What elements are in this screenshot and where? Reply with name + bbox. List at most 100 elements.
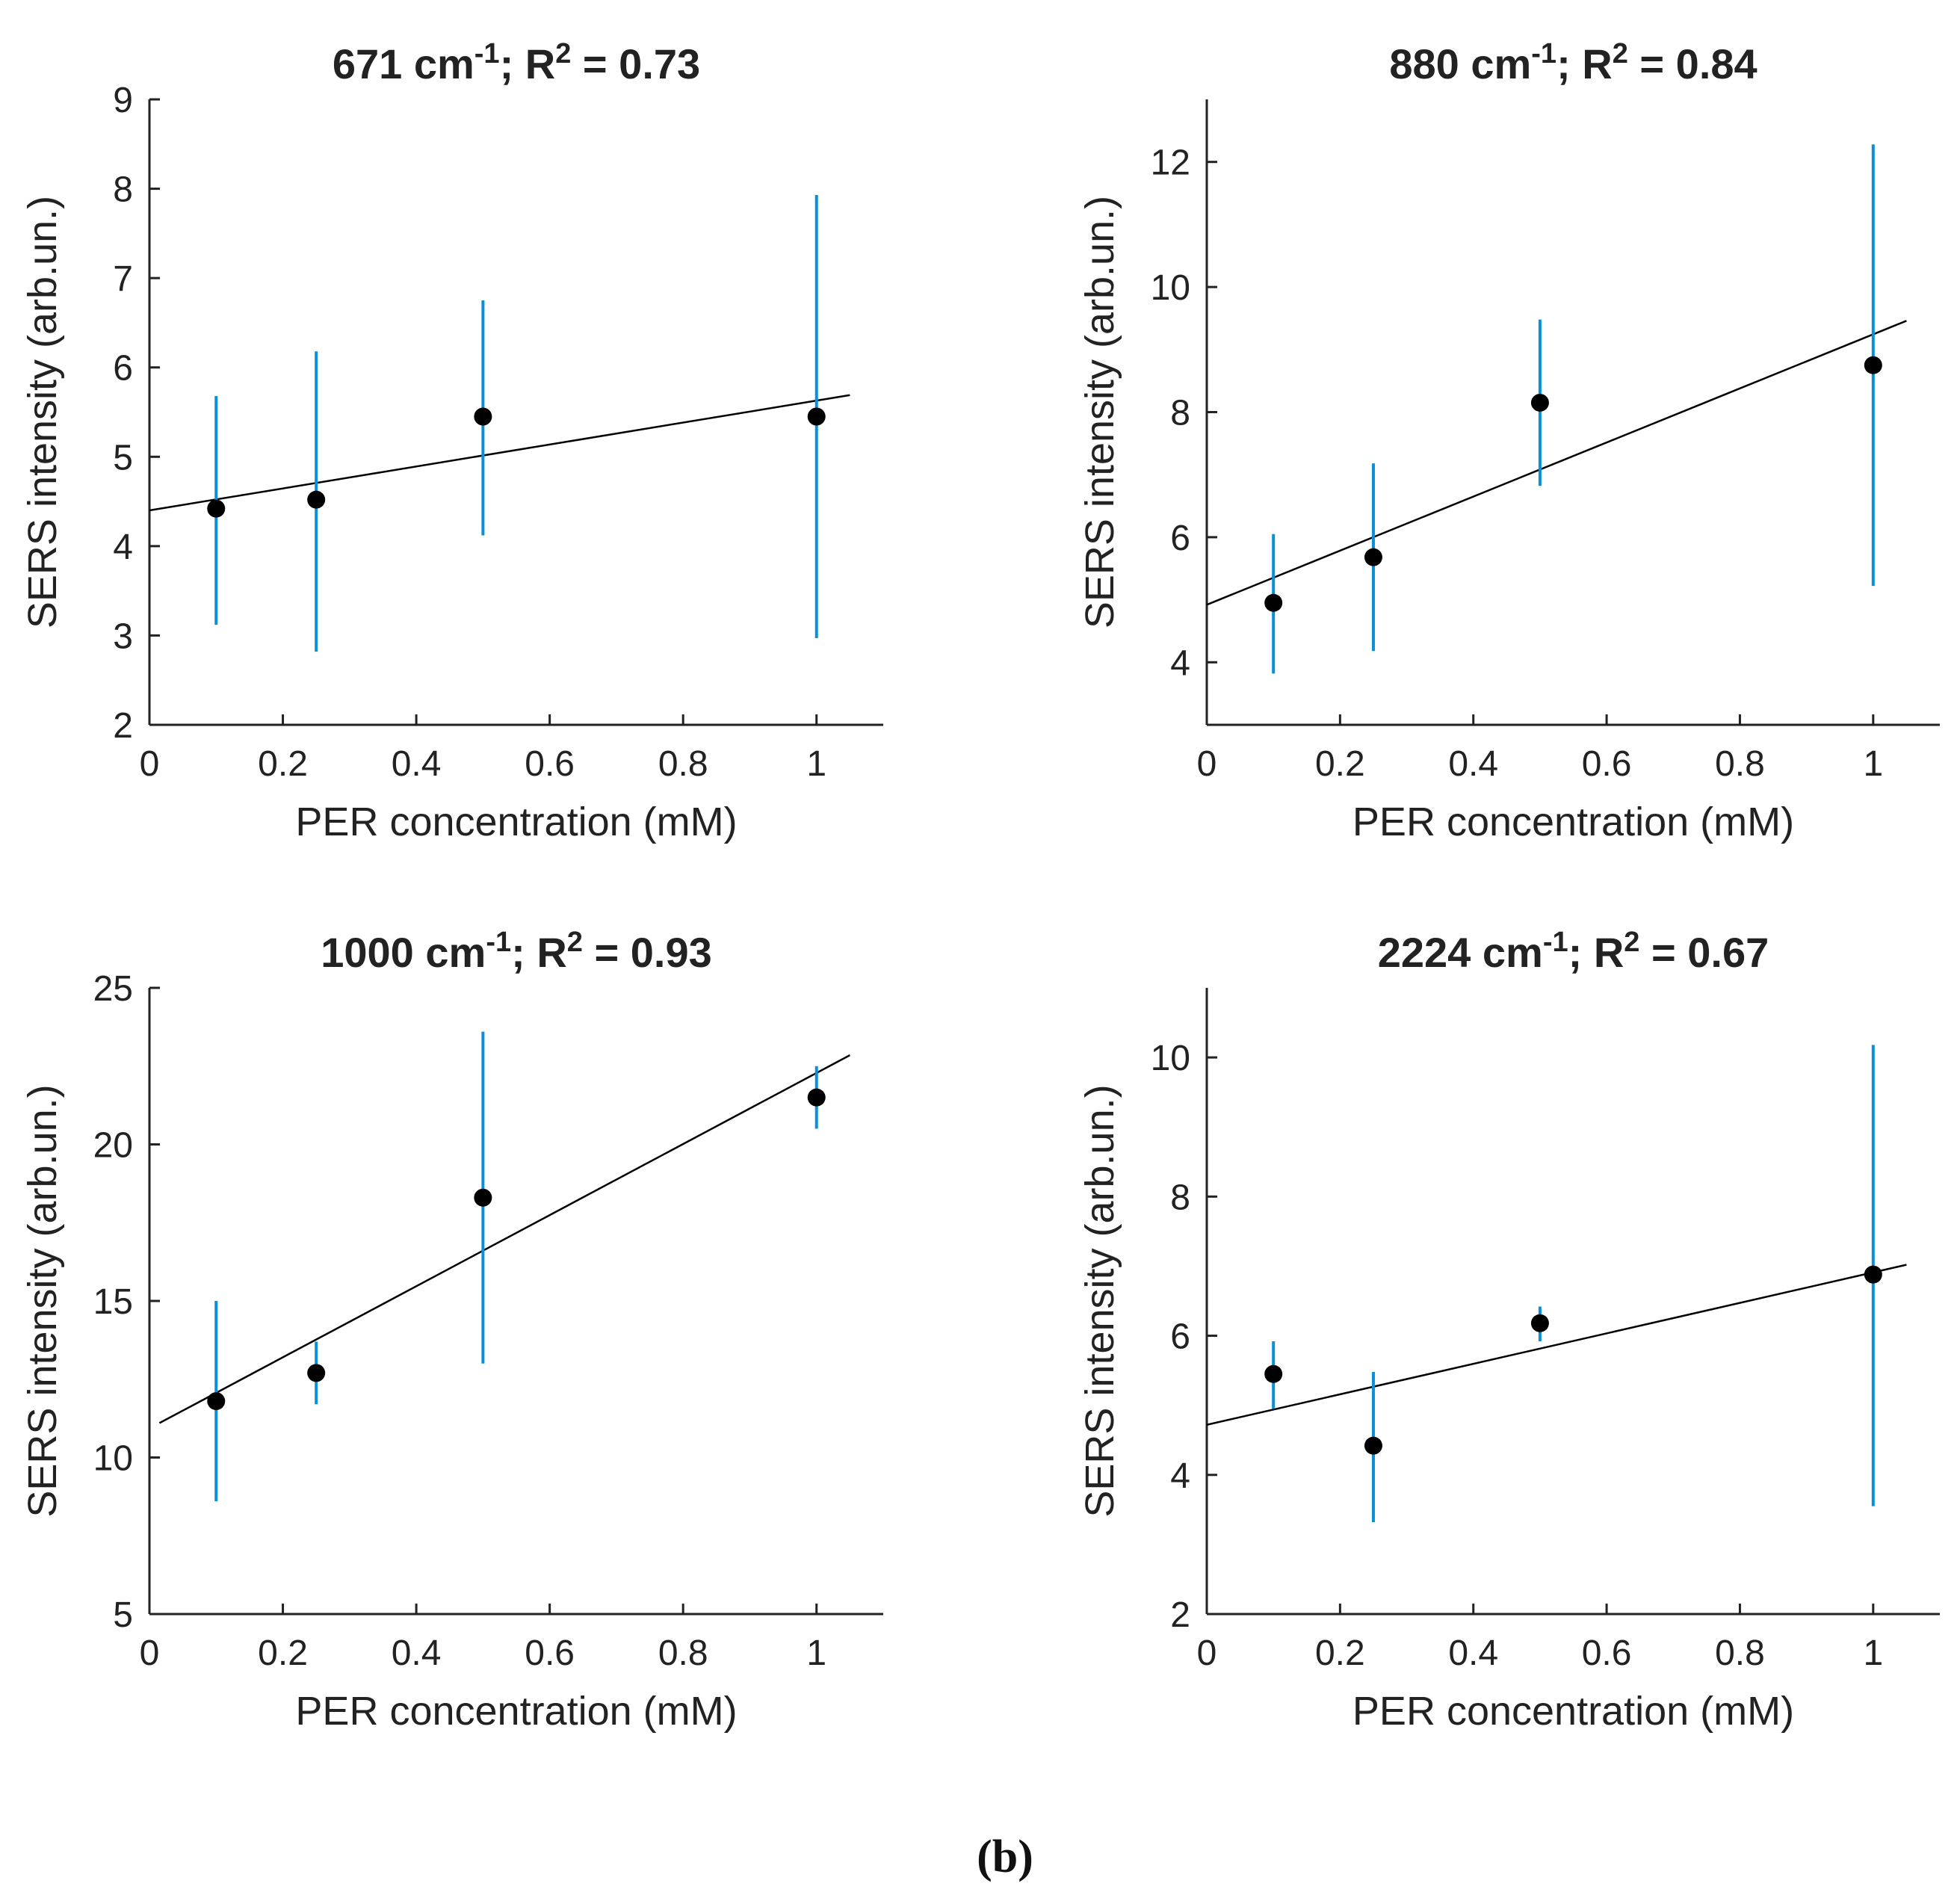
chart-2-x-tick-label: 0.2 [258, 1633, 308, 1673]
chart-3-title-superscript: -1 [1543, 927, 1568, 958]
chart-1-x-tick-label: 0.8 [1715, 744, 1765, 784]
chart-3-x-tick-label: 0.6 [1582, 1633, 1632, 1673]
chart-0-x-tick-label: 0.2 [258, 744, 308, 784]
chart-3-x-tick-label: 1 [1863, 1633, 1883, 1673]
chart-2-x-tick-label: 0.8 [658, 1633, 708, 1673]
chart-0-data-point [474, 407, 492, 426]
chart-2-y-axis-label: SERS intensity (arb.un.) [20, 1084, 65, 1517]
chart-2-x-tick-label: 0.6 [525, 1633, 575, 1673]
chart-3-y-tick-label: 10 [1151, 1039, 1190, 1078]
chart-1-title-part: ; R [1556, 40, 1613, 87]
chart-3-data-point [1864, 1265, 1882, 1284]
chart-2-data-point [474, 1188, 492, 1207]
chart-2-x-tick-label: 0 [140, 1633, 160, 1673]
chart-0-y-tick-label: 6 [113, 349, 133, 389]
chart-3-title-superscript: 2 [1624, 927, 1639, 958]
chart-0-y-tick-label: 2 [113, 706, 133, 746]
chart-2-title-part: ; R [511, 929, 567, 976]
chart-1-x-tick-label: 0.2 [1315, 744, 1365, 784]
chart-2-y-tick-label: 15 [93, 1282, 133, 1322]
chart-2-title-part: 1000 cm [321, 929, 486, 976]
chart-2-title-superscript: 2 [567, 927, 583, 958]
chart-0-x-tick-label: 1 [806, 744, 826, 784]
chart-1-data-point [1264, 593, 1283, 612]
chart-0-data-point [307, 490, 326, 509]
chart-0-title: 671 cm-1; R2 = 0.73 [333, 38, 700, 87]
chart-1-x-tick-label: 0.4 [1448, 744, 1498, 784]
chart-3-fit-line [1206, 1264, 1907, 1426]
chart-0-y-axis-label: SERS intensity (arb.un.) [20, 196, 65, 628]
chart-2-x-tick-label: 1 [806, 1633, 826, 1673]
chart-1-y-tick-label: 12 [1151, 143, 1190, 183]
chart-3-x-axis-label: PER concentration (mM) [1352, 1689, 1794, 1734]
chart-1-data-point [1364, 548, 1382, 566]
chart-1-data-point [1530, 393, 1549, 412]
chart-2-x-tick-label: 0.4 [392, 1633, 442, 1673]
chart-1-x-axis-label: PER concentration (mM) [1352, 800, 1794, 844]
panel-671: 0 0.2 0.4 0.6 0.8 1 2 3 4 5 6 7 8 9 PER concentration … [20, 38, 883, 844]
chart-3-title-part: ; R [1568, 929, 1624, 976]
chart-1-x-tick-label: 0 [1197, 744, 1217, 784]
chart-3-y-tick-label: 4 [1170, 1456, 1190, 1496]
chart-0-title-part: = 0.73 [571, 40, 700, 87]
chart-1-y-tick-label: 4 [1170, 643, 1190, 683]
chart-3-title-part: = 0.67 [1639, 929, 1769, 976]
chart-0-y-tick-label: 9 [113, 81, 133, 120]
chart-0-data-point [207, 499, 226, 518]
chart-2-x-axis-label: PER concentration (mM) [295, 1689, 737, 1734]
chart-0-x-tick-label: 0.4 [392, 744, 442, 784]
chart-3-x-tick-label: 0 [1197, 1633, 1217, 1673]
chart-2-data-point [807, 1088, 826, 1107]
chart-3-title: 2224 cm-1; R2 = 0.67 [1378, 927, 1769, 976]
chart-1-title-superscript: 2 [1613, 38, 1628, 69]
figure-caption: (b) [977, 1831, 1033, 1882]
chart-0-title-part: 671 cm [333, 40, 474, 87]
chart-1-data-point [1864, 356, 1882, 374]
chart-3-data-point [1530, 1314, 1549, 1332]
chart-1-title: 880 cm-1; R2 = 0.84 [1389, 38, 1757, 87]
chart-2-title-part: = 0.93 [583, 929, 712, 976]
chart-1-title-part: 880 cm [1389, 40, 1531, 87]
chart-3-y-tick-label: 2 [1170, 1595, 1190, 1635]
chart-1-y-tick-label: 8 [1170, 394, 1190, 433]
chart-2-y-tick-label: 25 [93, 969, 133, 1009]
chart-3-x-tick-label: 0.2 [1315, 1633, 1365, 1673]
chart-0-y-tick-label: 7 [113, 259, 133, 299]
chart-2-y-tick-label: 20 [93, 1126, 133, 1166]
chart-0-x-tick-label: 0 [140, 744, 160, 784]
chart-0-title-part: ; R [500, 40, 556, 87]
chart-2-title-superscript: -1 [486, 927, 511, 958]
chart-1-x-tick-label: 0.6 [1582, 744, 1632, 784]
chart-3-data-point [1364, 1436, 1382, 1455]
chart-2-title: 1000 cm-1; R2 = 0.93 [321, 927, 711, 976]
chart-2-data-point [307, 1364, 326, 1382]
chart-0-x-tick-label: 0.6 [525, 744, 575, 784]
chart-1-y-tick-label: 6 [1170, 519, 1190, 558]
chart-1-fit-line [1206, 320, 1907, 606]
chart-3-y-tick-label: 8 [1170, 1178, 1190, 1217]
chart-3-data-point [1264, 1364, 1283, 1383]
chart-0-y-tick-label: 8 [113, 170, 133, 210]
chart-0-title-superscript: -1 [474, 38, 500, 69]
chart-2-data-point [207, 1392, 226, 1411]
chart-1-y-tick-label: 10 [1151, 268, 1190, 308]
chart-0-y-tick-label: 5 [113, 438, 133, 477]
chart-3-title-part: 2224 cm [1378, 929, 1543, 976]
chart-1-title-part: = 0.84 [1628, 40, 1757, 87]
chart-2-y-tick-label: 5 [113, 1595, 133, 1635]
chart-0-data-point [807, 407, 826, 426]
panel-880: 0 0.2 0.4 0.6 0.8 1 4 6 8 10 12 PER concentration (… [1078, 38, 1940, 844]
chart-0-fit-line [149, 394, 850, 512]
chart-2-fit-line [158, 1054, 850, 1424]
chart-0-title-superscript: 2 [555, 38, 571, 69]
chart-0-y-tick-label: 4 [113, 528, 133, 567]
chart-1-y-axis-label: SERS intensity (arb.un.) [1078, 196, 1122, 628]
chart-0-x-axis-label: PER concentration (mM) [295, 800, 737, 844]
chart-1-title-superscript: -1 [1531, 38, 1556, 69]
chart-3-x-tick-label: 0.4 [1448, 1633, 1498, 1673]
chart-3-x-tick-label: 0.8 [1715, 1633, 1765, 1673]
panel-2224: 0 0.2 0.4 0.6 0.8 1 2 4 6 8 10 PER concentration (m… [1078, 927, 1940, 1734]
chart-0-x-tick-label: 0.8 [658, 744, 708, 784]
